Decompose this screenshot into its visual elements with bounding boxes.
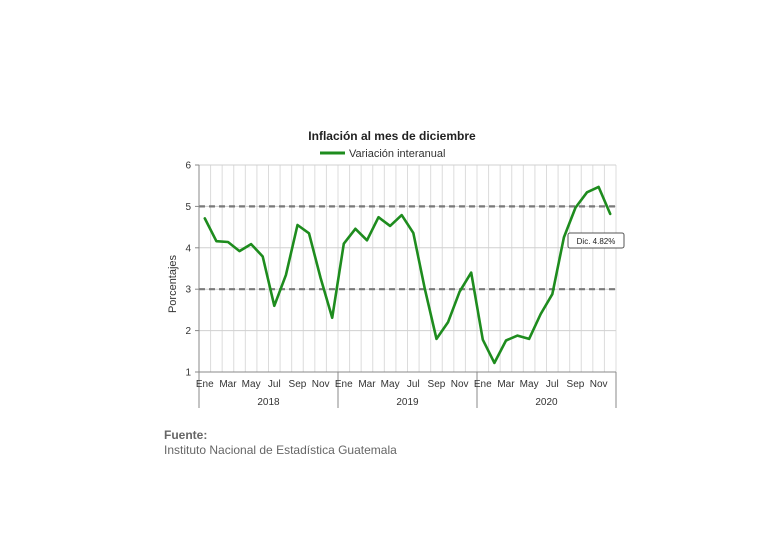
x-tick-label: Ene [474,379,492,390]
x-tick-label: Jul [268,379,281,390]
x-tick-label: Jul [546,379,559,390]
y-tick-label: 6 [185,161,191,172]
x-tick-label: May [242,379,261,390]
x-tick-label: May [381,379,400,390]
tick-labels: 1 2 3 4 5 6 Ene Mar May Jul Sep Nov 2018 Ene Mar May Jul… [185,161,607,409]
x-tick-label: Jul [407,379,420,390]
y-tick-label: 4 [185,243,191,254]
source-text: Instituto Nacional de Estadística Guatem… [164,443,397,457]
x-tick-label: Mar [497,379,515,390]
legend-label: Variación interanual [349,148,445,160]
series-line-layer [203,185,612,365]
series-line [203,185,612,365]
chart-title: Inflación al mes de diciembre [308,129,476,143]
x-tick-label: Sep [428,379,446,390]
annotation-box [567,232,625,249]
y-tick-label: 1 [185,368,191,379]
annotation-text: Dic. 4.82% [577,237,616,246]
y-tick-label: 5 [185,202,191,213]
x-tick-label: Nov [451,379,469,390]
x-tick-label: Mar [358,379,376,390]
year-label: 2019 [396,397,419,408]
x-tick-label: Mar [219,379,237,390]
source-label: Fuente: [164,428,208,442]
source-block: Fuente: Instituto Nacional de Estadístic… [164,428,397,457]
year-label: 2018 [257,397,280,408]
x-tick-label: Nov [590,379,608,390]
x-tick-label: Ene [196,379,214,390]
x-tick-label: Ene [335,379,353,390]
x-tick-label: Nov [312,379,330,390]
annotation: Dic. 4.82% [567,232,625,249]
y-tick-label: 2 [185,326,191,337]
year-label: 2020 [535,397,558,408]
x-tick-label: May [520,379,539,390]
y-axis-label: Porcentajes [167,254,179,313]
x-tick-label: Sep [289,379,307,390]
y-tick-label: 3 [185,285,191,296]
grid [198,164,617,373]
axes [195,164,617,408]
x-tick-label: Sep [567,379,585,390]
legend: Variación interanual [320,148,445,160]
